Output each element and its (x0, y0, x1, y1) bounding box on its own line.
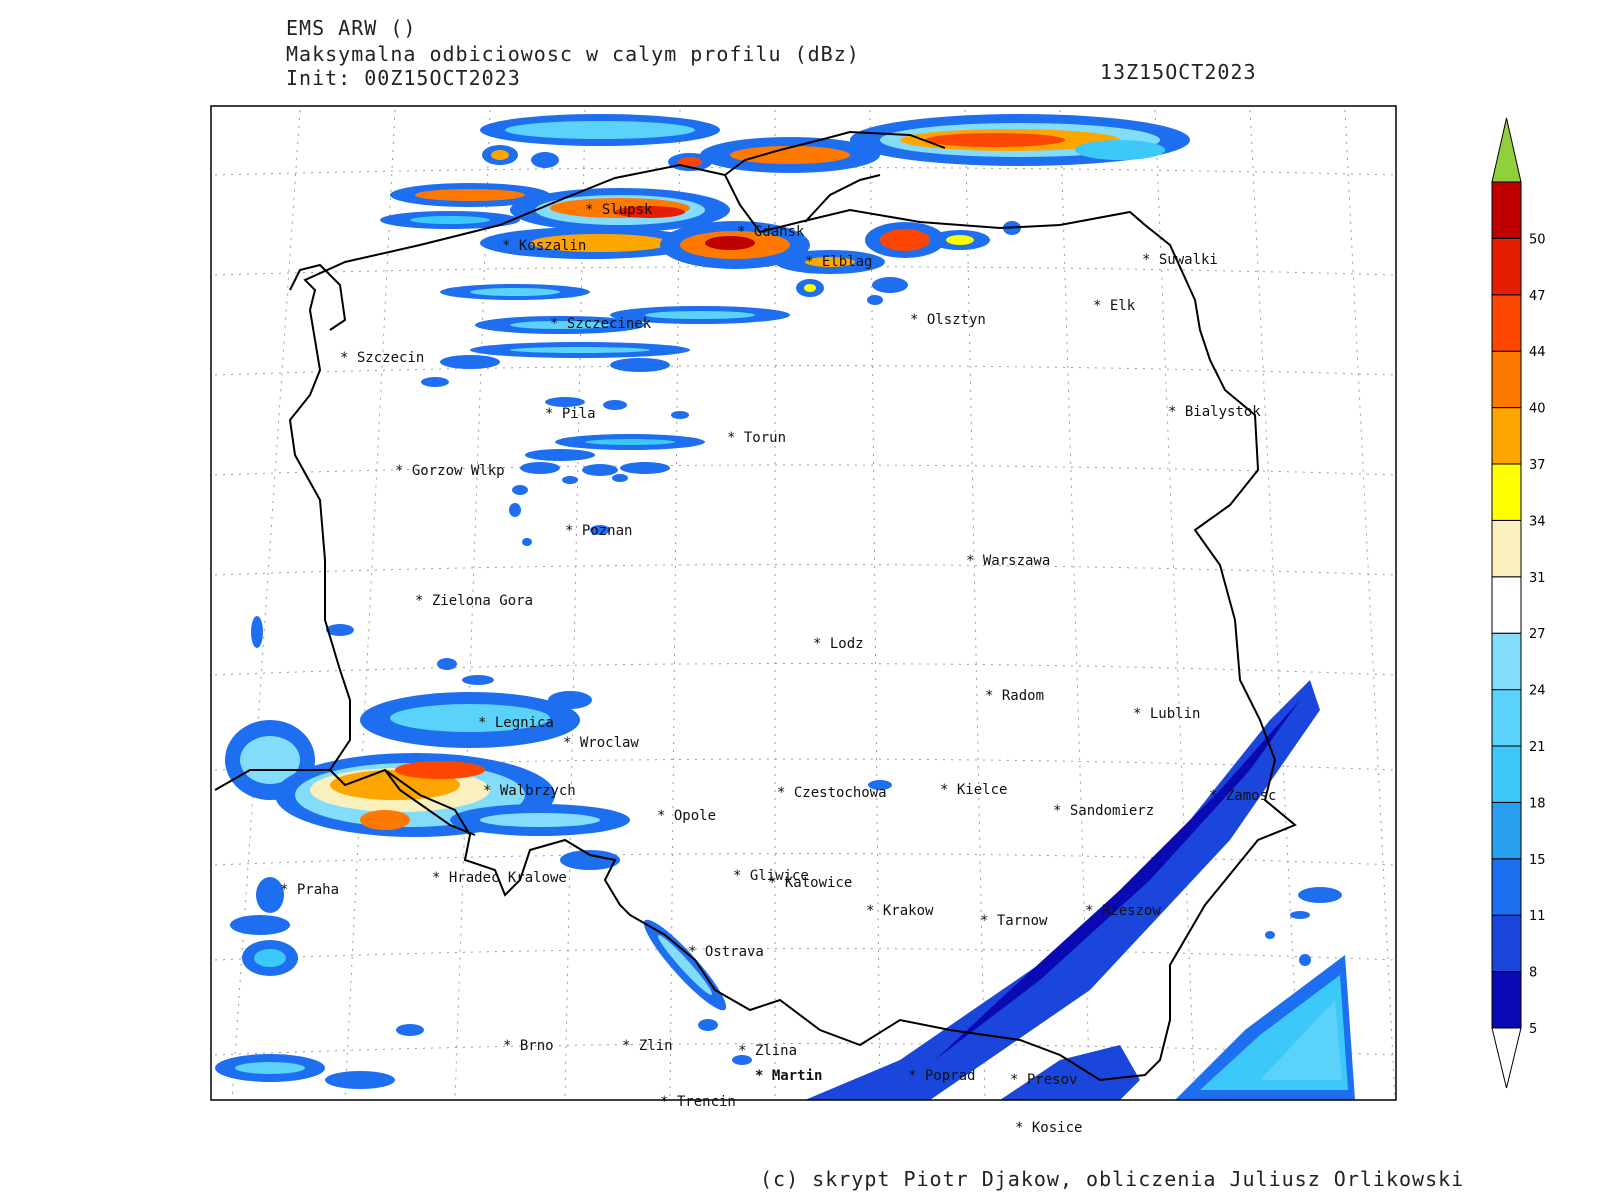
city-label: * Zielona Gora (415, 593, 533, 609)
credit-line: (c) skrypt Piotr Djakow, obliczenia Juli… (760, 1167, 1465, 1191)
colorbar-label: 15 (1529, 853, 1546, 868)
city-label: * Torun (727, 430, 786, 446)
colorbar-swatch (1491, 237, 1522, 296)
colorbar-swatch (1491, 407, 1522, 465)
city-label: * Zlin (622, 1038, 673, 1054)
city-label: * Warszawa (966, 553, 1050, 569)
map-frame (210, 105, 1397, 1101)
colorbar-label: 21 (1529, 740, 1546, 755)
city-label: * Poprad (908, 1068, 975, 1084)
city-label: * Rzeszow (1085, 903, 1161, 919)
city-label: * Krakow (866, 903, 934, 919)
city-label: * Szczecin (340, 350, 424, 366)
colorbar-label: 44 (1529, 345, 1546, 360)
colorbar-label: 50 (1529, 232, 1546, 247)
colorbar-swatch (1491, 632, 1522, 691)
colorbar-label: 34 (1529, 514, 1546, 529)
init-time: Init: 00Z15OCT2023 (286, 66, 521, 90)
city-labels: * Slupsk * Gdansk * Koszalin * Elblag * … (280, 202, 1276, 1136)
colorbar-label: 31 (1529, 571, 1546, 586)
city-label: * Kosice (1015, 1120, 1082, 1136)
city-label: * Gliwice (733, 868, 809, 884)
reflectivity-field (215, 114, 1355, 1100)
colorbar-label: 47 (1529, 289, 1546, 304)
colorbar-swatch (1491, 745, 1522, 803)
city-label: * Elblag (805, 254, 872, 270)
colorbar-label: 11 (1529, 909, 1546, 924)
city-label: * Suwalki (1142, 252, 1218, 268)
city-label: * Legnica (478, 715, 554, 731)
city-label: * Radom (985, 688, 1044, 704)
colorbar-swatch (1491, 576, 1522, 634)
colorbar-swatch (1491, 914, 1522, 973)
colorbar-swatch (1491, 181, 1522, 239)
city-label: * Olsztyn (910, 312, 986, 328)
city-label: * Wroclaw (563, 735, 639, 751)
country-borders (214, 130, 1297, 1082)
colorbar-over-triangle (1491, 117, 1522, 183)
city-label: * Szczecinek (550, 316, 652, 332)
city-label: * Tarnow (980, 913, 1048, 929)
model-title: EMS ARW () (286, 16, 417, 40)
city-label: * Martin (755, 1068, 822, 1084)
colorbar-swatch (1491, 801, 1522, 860)
city-label: * Trencin (660, 1094, 736, 1110)
colorbar-label: 40 (1529, 402, 1546, 417)
colorbar-label: 24 (1529, 684, 1546, 699)
city-label: * Zamosc (1209, 788, 1276, 804)
colorbar-label: 8 (1529, 966, 1537, 981)
city-label: * Koszalin (502, 238, 586, 254)
city-label: * Gdansk (737, 224, 805, 240)
city-label: * Sandomierz (1053, 803, 1154, 819)
colorbar-swatch (1491, 971, 1522, 1029)
colorbar-swatch (1491, 350, 1522, 409)
colorbar-swatch (1491, 463, 1522, 521)
colorbar-swatch (1491, 294, 1522, 352)
city-label: * Czestochowa (777, 785, 887, 801)
city-label: * Presov (1010, 1072, 1077, 1088)
city-label: * Poznan (565, 523, 632, 539)
city-label: * Zlina (738, 1043, 797, 1059)
city-label: * Lodz (813, 636, 864, 652)
city-label: * Elk (1093, 298, 1136, 314)
city-label: * Walbrzych (483, 783, 576, 799)
colorbar-label: 27 (1529, 627, 1546, 642)
field-title: Maksymalna odbiciowosc w calym profilu (… (286, 42, 860, 66)
city-label: * Hradec Kralowe (432, 870, 567, 886)
colorbar-label: 18 (1529, 796, 1546, 811)
city-label: * Brno (503, 1038, 554, 1054)
city-label: * Praha (280, 882, 339, 898)
city-label: * Ostrava (688, 944, 764, 960)
city-label: * Gorzow Wlkp (395, 463, 505, 479)
city-label: * Kielce (940, 782, 1007, 798)
city-label: * Pila (545, 406, 596, 422)
colorbar-swatch (1491, 519, 1522, 578)
colorbar-label: 5 (1529, 1022, 1537, 1037)
city-label: * Slupsk (585, 202, 653, 218)
city-label: * Bialystok (1168, 404, 1261, 420)
valid-time: 13Z15OCT2023 (1100, 60, 1257, 84)
city-label: * Lublin (1133, 706, 1200, 722)
city-label: * Opole (657, 808, 716, 824)
colorbar-swatch (1491, 858, 1522, 916)
colorbar-label: 37 (1529, 458, 1546, 473)
colorbar-under-triangle (1491, 1027, 1522, 1089)
city-label: * Katowice (768, 875, 852, 891)
colorbar: 5 8 11 15 18 21 24 27 31 34 37 40 44 47 50 (1491, 117, 1546, 1089)
colorbar-swatch (1491, 689, 1522, 747)
